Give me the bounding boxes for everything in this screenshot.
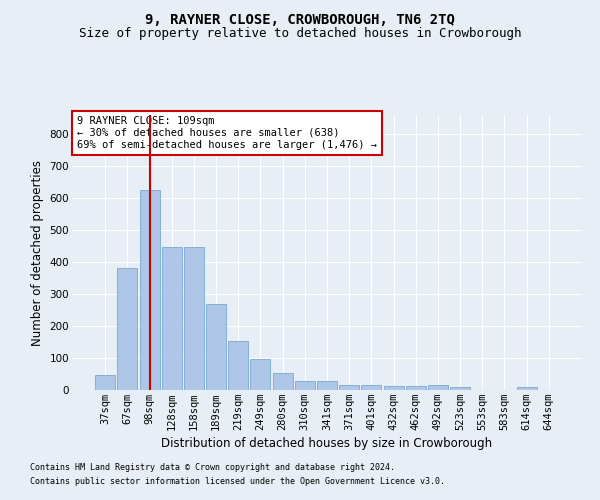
Bar: [184, 247, 204, 390]
Bar: [206, 304, 226, 390]
Bar: [140, 190, 160, 390]
Bar: [95, 375, 115, 390]
Bar: [317, 380, 337, 390]
Bar: [295, 380, 315, 390]
Bar: [228, 341, 248, 390]
Text: 9, RAYNER CLOSE, CROWBOROUGH, TN6 2TQ: 9, RAYNER CLOSE, CROWBOROUGH, TN6 2TQ: [145, 12, 455, 26]
Bar: [250, 358, 271, 390]
Bar: [383, 386, 404, 390]
Bar: [118, 268, 137, 390]
Text: Contains public sector information licensed under the Open Government Licence v3: Contains public sector information licen…: [30, 477, 445, 486]
Text: 9 RAYNER CLOSE: 109sqm
← 30% of detached houses are smaller (638)
69% of semi-de: 9 RAYNER CLOSE: 109sqm ← 30% of detached…: [77, 116, 377, 150]
Text: Size of property relative to detached houses in Crowborough: Size of property relative to detached ho…: [79, 28, 521, 40]
Bar: [517, 388, 536, 390]
Bar: [339, 384, 359, 390]
Text: Contains HM Land Registry data © Crown copyright and database right 2024.: Contains HM Land Registry data © Crown c…: [30, 464, 395, 472]
Bar: [406, 386, 426, 390]
X-axis label: Distribution of detached houses by size in Crowborough: Distribution of detached houses by size …: [161, 437, 493, 450]
Bar: [272, 374, 293, 390]
Bar: [162, 247, 182, 390]
Bar: [428, 385, 448, 390]
Bar: [361, 384, 382, 390]
Y-axis label: Number of detached properties: Number of detached properties: [31, 160, 44, 346]
Bar: [450, 388, 470, 390]
